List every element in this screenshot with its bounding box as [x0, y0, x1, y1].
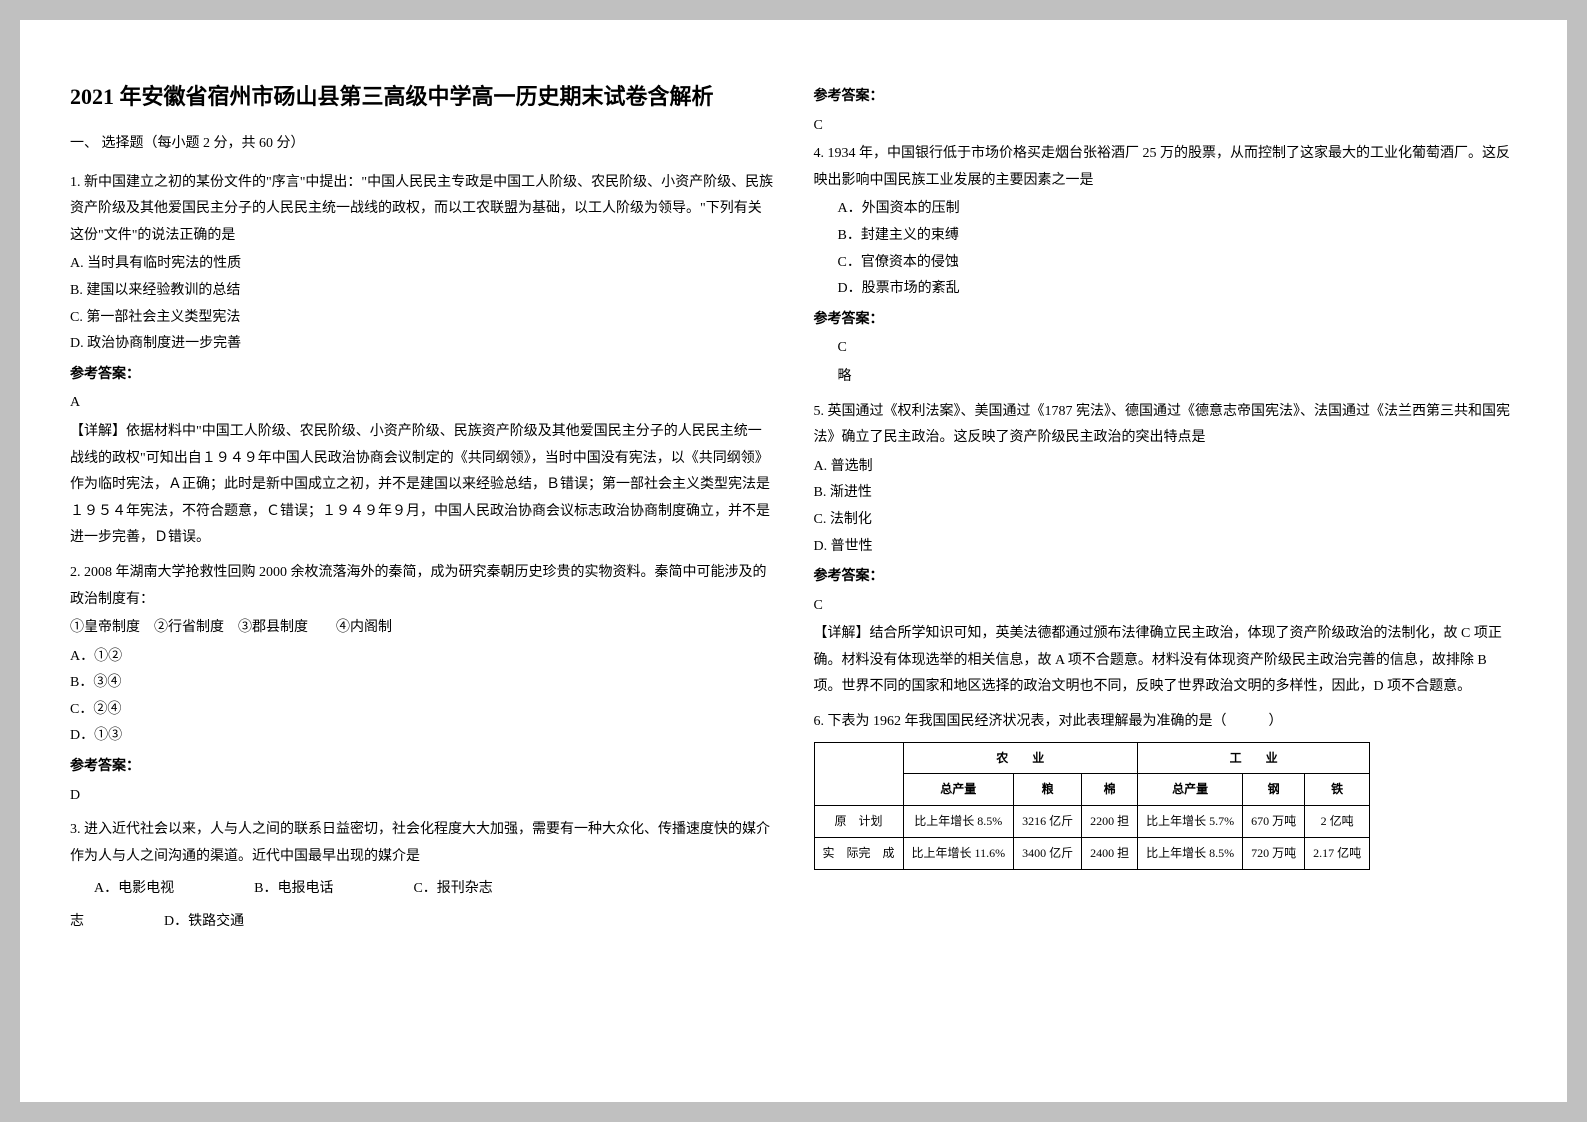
- q4-opt-b: B．封建主义的束缚: [814, 223, 1518, 250]
- table-row: 农 业 工 业: [814, 742, 1370, 774]
- q6-body: 6. 下表为 1962 年我国国民经济状况表，对此表理解最为准确的是（ ）: [814, 709, 1518, 736]
- q2-choices-line: ①皇帝制度 ②行省制度 ③郡县制度 ④内阁制: [70, 615, 774, 642]
- q5-opt-b: B. 渐进性: [814, 480, 1518, 507]
- th-ind: 工 业: [1138, 742, 1370, 774]
- q5-opt-a: A. 普选制: [814, 454, 1518, 481]
- q4-answer-label: 参考答案：: [814, 307, 1518, 334]
- row1-5: 2 亿吨: [1305, 806, 1370, 838]
- th-sub-2: 棉: [1082, 774, 1138, 806]
- th-blank: [814, 742, 903, 806]
- q5-body: 5. 英国通过《权利法案》、美国通过《1787 宪法》、德国通过《德意志帝国宪法…: [814, 399, 1518, 452]
- th-sub-4: 钢: [1243, 774, 1305, 806]
- q1-opt-d: D. 政治协商制度进一步完善: [70, 331, 774, 358]
- q5-opt-c: C. 法制化: [814, 507, 1518, 534]
- q3-opt-c: C．报刊杂志: [413, 876, 492, 903]
- th-agri: 农 业: [903, 742, 1138, 774]
- table-row: 实 际完 成 比上年增长 11.6% 3400 亿斤 2400 担 比上年增长 …: [814, 838, 1370, 870]
- q1-answer: A: [70, 390, 774, 417]
- q2-body: 2. 2008 年湖南大学抢救性回购 2000 余枚流落海外的秦简，成为研究秦朝…: [70, 560, 774, 613]
- q3-opt-row-2: 志 D．铁路交通: [70, 909, 774, 936]
- row2-2: 2400 担: [1082, 838, 1138, 870]
- q5-opt-d: D. 普世性: [814, 534, 1518, 561]
- left-column: 2021 年安徽省宿州市砀山县第三高级中学高一历史期末试卷含解析 一、 选择题（…: [70, 80, 774, 1042]
- q2-answer: D: [70, 783, 774, 810]
- q1-detail: 【详解】依据材料中"中国工人阶级、农民阶级、小资产阶级、民族资产阶级及其他爱国民…: [70, 419, 774, 552]
- right-column: 参考答案： C 4. 1934 年，中国银行低于市场价格买走烟台张裕酒厂 25 …: [814, 80, 1518, 1042]
- q2-opt-d: D．①③: [70, 723, 774, 750]
- q3-answer: C: [814, 113, 1518, 140]
- q4-body: 4. 1934 年，中国银行低于市场价格买走烟台张裕酒厂 25 万的股票，从而控…: [814, 141, 1518, 194]
- question-1: 1. 新中国建立之初的某份文件的"序言"中提出："中国人民民主专政是中国工人阶级…: [70, 170, 774, 552]
- question-3: 3. 进入近代社会以来，人与人之间的联系日益密切，社会化程度大大加强，需要有一种…: [70, 817, 774, 935]
- q3-opt-b: B．电报电话: [254, 876, 333, 903]
- row1-1: 3216 亿斤: [1014, 806, 1082, 838]
- question-5: 5. 英国通过《权利法案》、美国通过《1787 宪法》、德国通过《德意志帝国宪法…: [814, 399, 1518, 702]
- row2-label: 实 际完 成: [814, 838, 903, 870]
- row1-0: 比上年增长 8.5%: [903, 806, 1014, 838]
- q2-opt-b: B．③④: [70, 670, 774, 697]
- question-2: 2. 2008 年湖南大学抢救性回购 2000 余枚流落海外的秦简，成为研究秦朝…: [70, 560, 774, 809]
- q1-opt-b: B. 建国以来经验教训的总结: [70, 278, 774, 305]
- q3-opt-d: D．铁路交通: [164, 909, 244, 936]
- row2-5: 2.17 亿吨: [1305, 838, 1370, 870]
- question-4: 4. 1934 年，中国银行低于市场价格买走烟台张裕酒厂 25 万的股票，从而控…: [814, 141, 1518, 390]
- q4-extra: 略: [814, 364, 1518, 391]
- q2-answer-label: 参考答案：: [70, 754, 774, 781]
- q3-opt-c-tail: 志: [70, 909, 84, 936]
- q1-opt-a: A. 当时具有临时宪法的性质: [70, 251, 774, 278]
- th-sub-5: 铁: [1305, 774, 1370, 806]
- row2-1: 3400 亿斤: [1014, 838, 1082, 870]
- row1-2: 2200 担: [1082, 806, 1138, 838]
- th-sub-1: 粮: [1014, 774, 1082, 806]
- q3-opt-row-1: A．电影电视 B．电报电话 C．报刊杂志: [70, 876, 774, 903]
- row2-4: 720 万吨: [1243, 838, 1305, 870]
- q4-opt-c: C．官僚资本的侵蚀: [814, 250, 1518, 277]
- q1-body: 1. 新中国建立之初的某份文件的"序言"中提出："中国人民民主专政是中国工人阶级…: [70, 170, 774, 250]
- q4-opt-a: A．外国资本的压制: [814, 196, 1518, 223]
- q2-opt-c: C．②④: [70, 697, 774, 724]
- q4-opt-d: D．股票市场的紊乱: [814, 276, 1518, 303]
- row2-0: 比上年增长 11.6%: [903, 838, 1014, 870]
- q4-answer: C: [814, 335, 1518, 362]
- row1-label: 原 计划: [814, 806, 903, 838]
- th-sub-3: 总产量: [1138, 774, 1243, 806]
- q1-answer-label: 参考答案：: [70, 362, 774, 389]
- section-heading: 一、 选择题（每小题 2 分，共 60 分）: [70, 131, 774, 158]
- row1-3: 比上年增长 5.7%: [1138, 806, 1243, 838]
- question-6: 6. 下表为 1962 年我国国民经济状况表，对此表理解最为准确的是（ ） 农 …: [814, 709, 1518, 870]
- q5-answer: C: [814, 593, 1518, 620]
- q3-opt-a: A．电影电视: [94, 876, 174, 903]
- row1-4: 670 万吨: [1243, 806, 1305, 838]
- q2-opt-a: A．①②: [70, 644, 774, 671]
- th-sub-0: 总产量: [903, 774, 1014, 806]
- q6-table: 农 业 工 业 总产量 粮 棉 总产量 钢 铁 原 计划 比上年增长 8.5% …: [814, 742, 1371, 870]
- row2-3: 比上年增长 8.5%: [1138, 838, 1243, 870]
- q3-answer-label: 参考答案：: [814, 84, 1518, 111]
- document-page: 2021 年安徽省宿州市砀山县第三高级中学高一历史期末试卷含解析 一、 选择题（…: [20, 20, 1567, 1102]
- q5-detail: 【详解】结合所学知识可知，英美法德都通过颁布法律确立民主政治，体现了资产阶级政治…: [814, 621, 1518, 701]
- table-row: 原 计划 比上年增长 8.5% 3216 亿斤 2200 担 比上年增长 5.7…: [814, 806, 1370, 838]
- q1-opt-c: C. 第一部社会主义类型宪法: [70, 305, 774, 332]
- q3-body: 3. 进入近代社会以来，人与人之间的联系日益密切，社会化程度大大加强，需要有一种…: [70, 817, 774, 870]
- doc-title: 2021 年安徽省宿州市砀山县第三高级中学高一历史期末试卷含解析: [70, 80, 774, 113]
- q5-answer-label: 参考答案：: [814, 564, 1518, 591]
